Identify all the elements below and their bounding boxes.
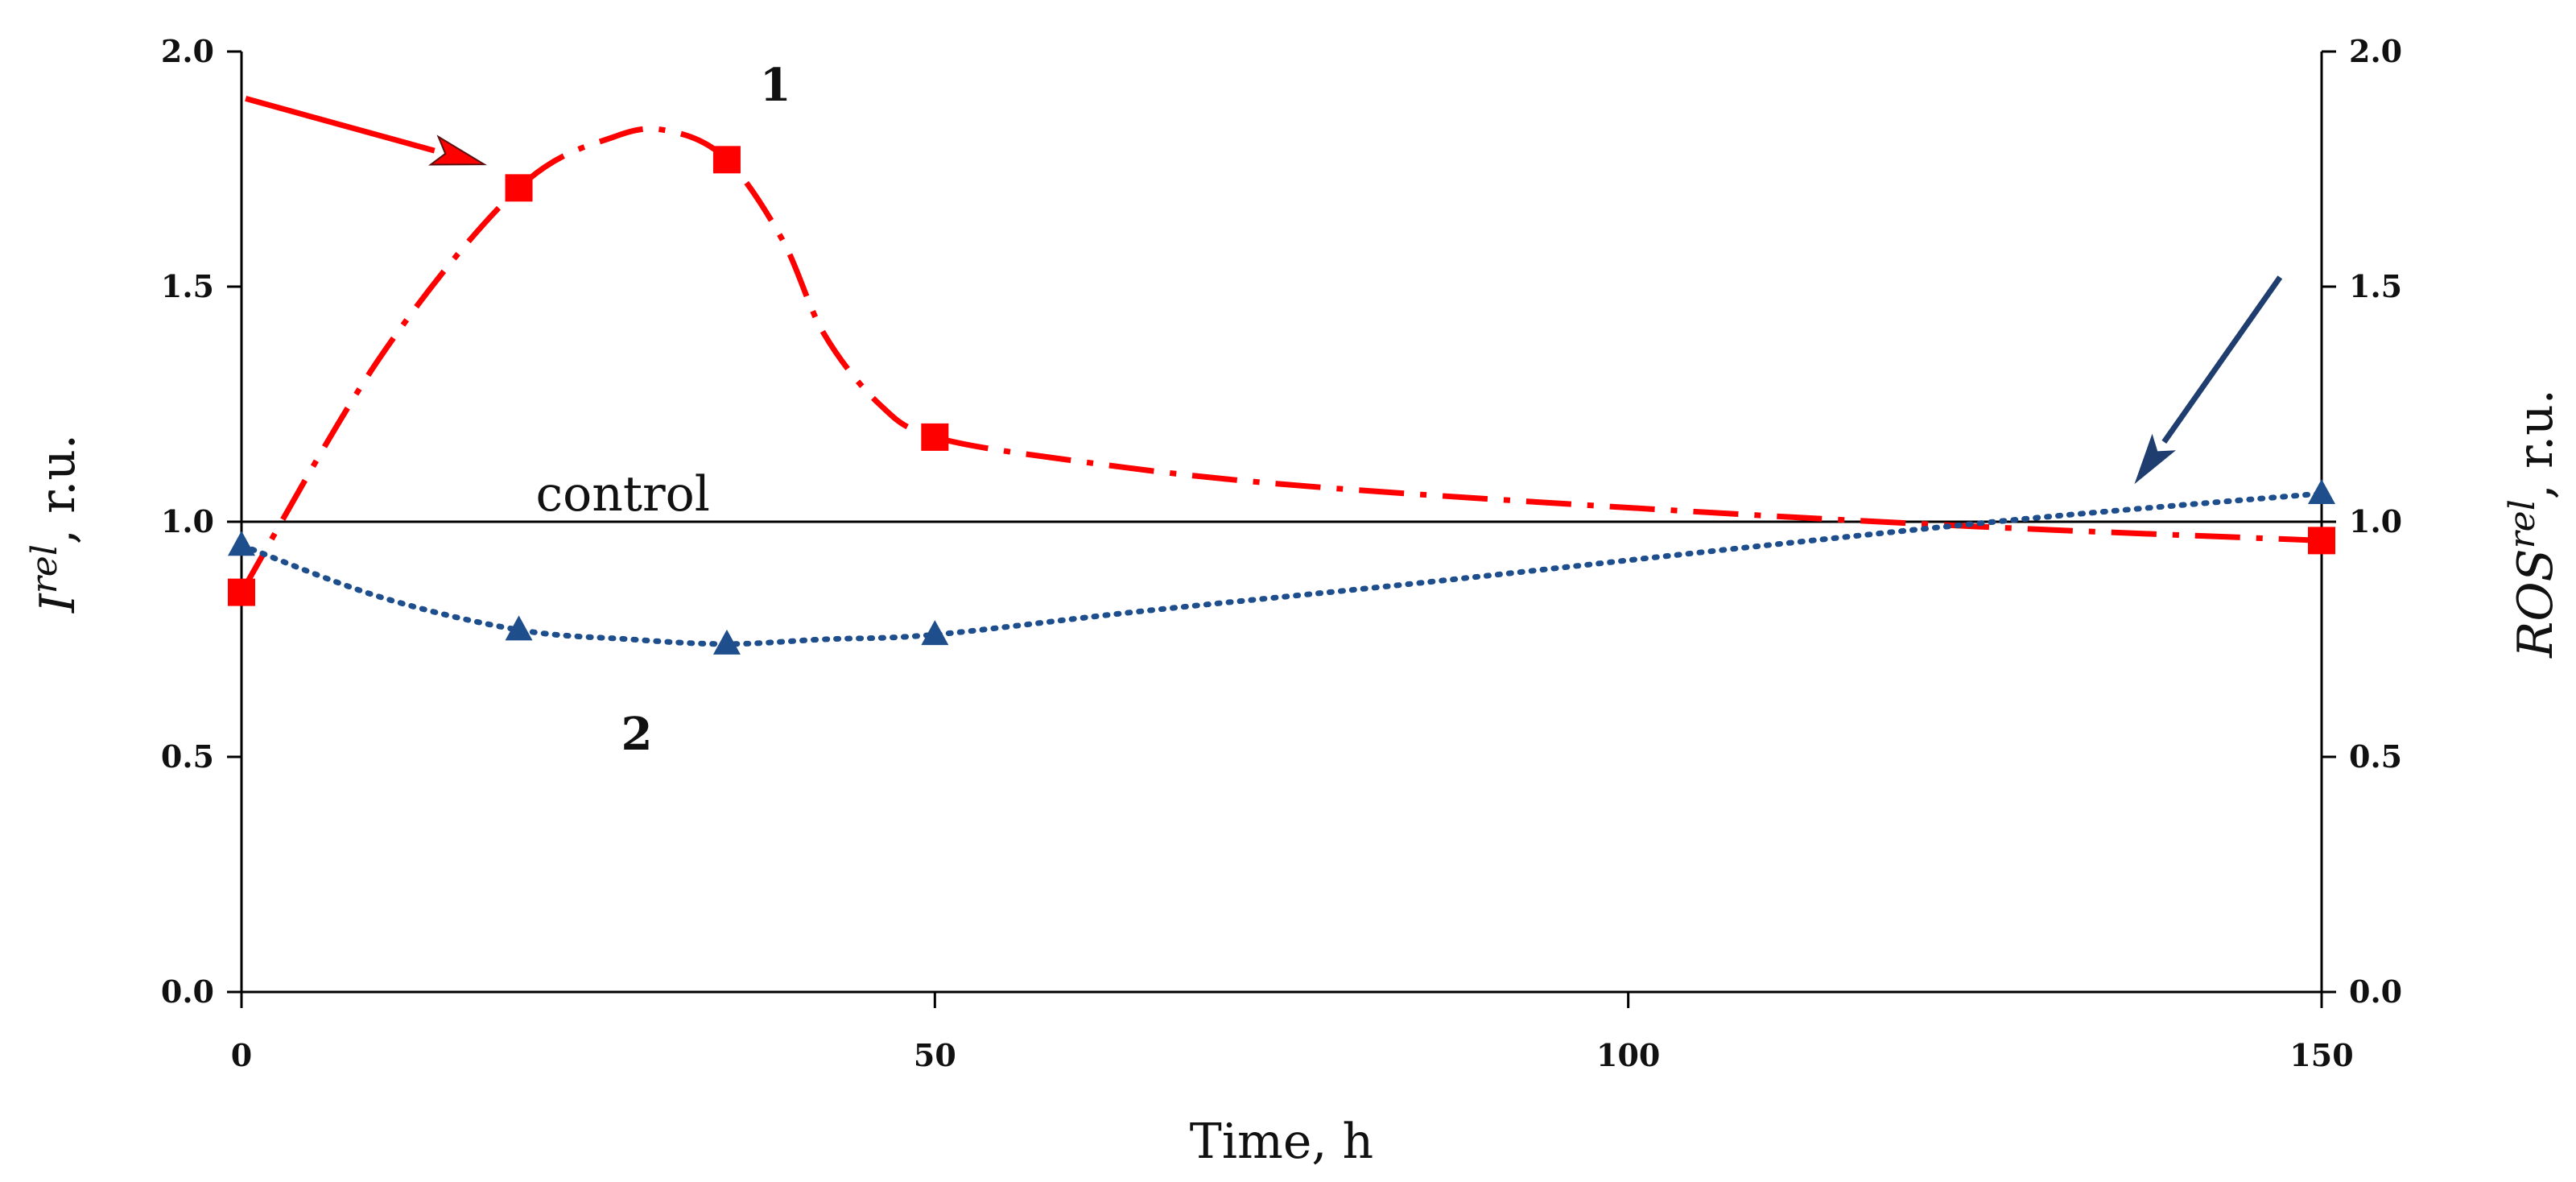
y-tick-label-left: 2.0 <box>161 33 214 69</box>
series-1-point <box>505 174 533 202</box>
red-arrow-head <box>427 134 488 166</box>
series-1-point <box>2308 527 2335 555</box>
series-2-point <box>228 531 255 556</box>
y-axis-title-left-sup: rel <box>24 544 65 593</box>
y-axis-title-left-unit: , r.u. <box>30 434 86 544</box>
x-axis-title: Time, h <box>1190 1114 1373 1170</box>
y-tick-label-right: 1.0 <box>2349 503 2402 539</box>
series-1-point <box>228 578 255 606</box>
y-tick-label-right: 1.5 <box>2349 268 2402 304</box>
text-layer: 0.0 0.0 0.5 0.5 1.0 1.0 1.5 1.5 2.0 2.0 0 50 100 150 T… <box>24 33 2564 1170</box>
y-tick-label-right: 0.5 <box>2349 738 2402 775</box>
series-1-point <box>921 423 949 451</box>
y-axis-title-left: Irel, r.u. <box>24 434 86 614</box>
series-annotation-2: 2 <box>621 708 652 761</box>
plot-frame <box>227 50 2336 1008</box>
blue-arrow-shaft <box>2161 275 2283 444</box>
series-annotation-1: 1 <box>760 59 791 112</box>
series-2-point <box>712 629 741 655</box>
x-tick-label: 150 <box>2289 1037 2353 1073</box>
y-axis-title-right-main: ROS <box>2508 548 2564 658</box>
y-axis-title-left-main: I <box>30 593 86 614</box>
series-2-point <box>2308 478 2335 504</box>
series-2-point <box>921 620 949 646</box>
x-tick-label: 100 <box>1596 1037 1660 1073</box>
series-1-point <box>712 146 741 174</box>
y-tick-label-right: 0.0 <box>2349 973 2402 1010</box>
red-arrow-shaft <box>245 96 436 154</box>
marker-layer <box>228 146 2335 655</box>
y-axis-title-right: ROSrel, r.u. <box>2502 389 2564 659</box>
blue-arrow-head <box>2134 433 2176 485</box>
y-tick-label-left: 1.5 <box>161 268 214 304</box>
arrow-layer <box>245 96 2283 485</box>
y-tick-label-left: 0.5 <box>161 738 214 775</box>
y-axis-title-right-unit: , r.u. <box>2508 389 2564 499</box>
series-1-line <box>238 126 2322 594</box>
x-tick-label: 50 <box>914 1037 956 1073</box>
x-tick-label: 0 <box>231 1037 252 1073</box>
series-layer <box>238 126 2325 647</box>
y-axis-title-right-sup: rel <box>2502 499 2543 548</box>
y-tick-label-left: 1.0 <box>161 503 214 539</box>
control-label: control <box>535 466 709 523</box>
y-tick-label-right: 2.0 <box>2349 33 2402 69</box>
series-2-point <box>505 615 533 641</box>
y-tick-label-left: 0.0 <box>161 973 214 1010</box>
